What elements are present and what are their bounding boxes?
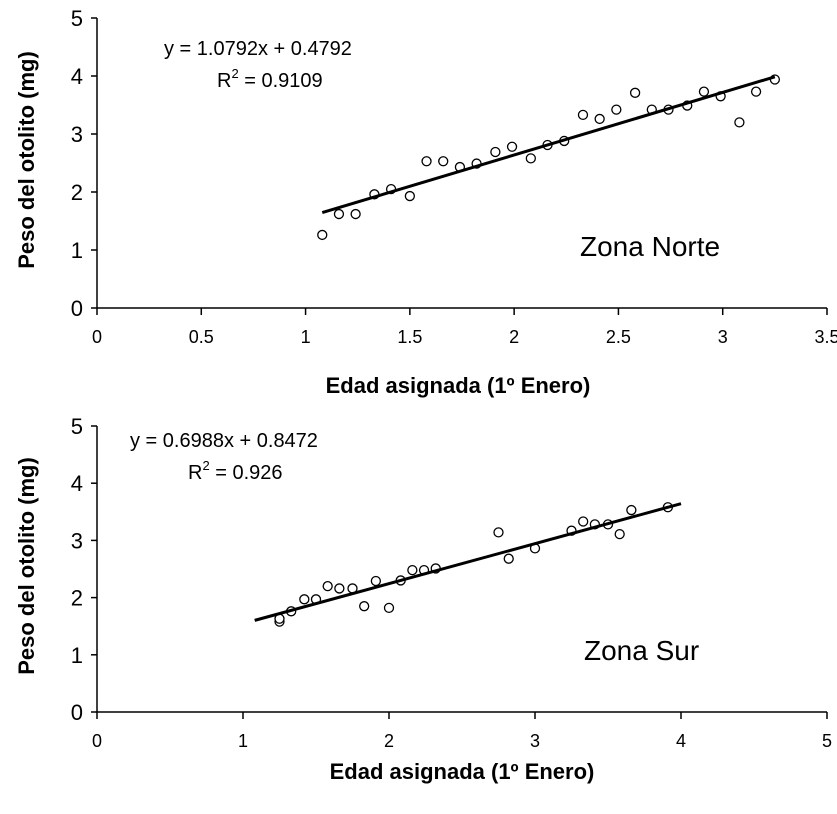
- y-tick-label: 1: [71, 238, 83, 263]
- r-squared-value: = 0.9109: [239, 70, 323, 92]
- data-point: [594, 113, 605, 125]
- y-tick-label: 3: [71, 528, 83, 553]
- r-squared-superscript: 2: [202, 458, 209, 473]
- x-tick-label: 4: [676, 731, 686, 751]
- y-tick-label: 2: [71, 586, 83, 611]
- x-axis: 0 0.5 1 1.5 2 2.5 3 3.5: [92, 307, 837, 347]
- r-squared-superscript: 2: [231, 66, 238, 81]
- y-tick-label: 4: [71, 64, 83, 89]
- regression-equation: y = 1.0792x + 0.4792: [164, 38, 352, 60]
- x-tick-label: 3.5: [814, 327, 837, 347]
- data-point: [333, 208, 345, 220]
- trendline: [254, 502, 682, 622]
- data-point: [629, 87, 641, 98]
- data-point: [698, 86, 710, 97]
- y-tick-label: 0: [71, 296, 83, 321]
- x-tick-label: 1.5: [397, 327, 422, 347]
- r-squared-prefix: R: [188, 462, 202, 484]
- y-tick-label: 1: [71, 643, 83, 668]
- x-tick-label: 2: [384, 731, 394, 751]
- data-point: [614, 528, 625, 540]
- regression-equation: y = 0.6988x + 0.8472: [130, 430, 318, 452]
- data-point: [577, 109, 589, 121]
- r-squared-label: R2 = 0.9109: [217, 66, 323, 92]
- zone-label: Zona Norte: [580, 231, 720, 262]
- data-point: [407, 564, 418, 576]
- data-point: [611, 104, 622, 115]
- data-point: [750, 86, 762, 97]
- data-point: [734, 117, 745, 128]
- data-point: [370, 575, 382, 587]
- x-axis-title: Edad asignada (1º Enero): [330, 759, 595, 784]
- y-tick-label: 0: [71, 700, 83, 725]
- x-tick-label: 2.5: [606, 327, 631, 347]
- data-point: [404, 190, 416, 202]
- data-point: [506, 141, 518, 152]
- data-point: [334, 583, 345, 594]
- r-squared-label: R2 = 0.926: [188, 458, 283, 484]
- y-tick-label: 2: [71, 180, 83, 205]
- y-tick-label: 3: [71, 122, 83, 147]
- chart-panel-norte: 0 1 2 3 4 5 0 0.5 1 1.5 2 2.5 3 3.5 y = 1.0792x + 0.…: [14, 6, 837, 398]
- x-tick-label: 0: [92, 327, 102, 347]
- x-tick-label: 1: [238, 731, 248, 751]
- y-axis: 0 1 2 3 4 5: [71, 414, 98, 725]
- zone-label: Zona Sur: [584, 635, 699, 666]
- x-tick-label: 3: [530, 731, 540, 751]
- data-point: [421, 156, 432, 167]
- y-tick-label: 5: [71, 414, 83, 439]
- data-point: [350, 208, 361, 220]
- data-point: [317, 229, 328, 241]
- data-point: [578, 516, 589, 527]
- x-tick-label: 2: [509, 327, 519, 347]
- data-point: [383, 602, 395, 614]
- data-point: [359, 601, 370, 612]
- r-squared-prefix: R: [217, 70, 231, 92]
- x-tick-label: 0: [92, 731, 102, 751]
- data-point: [322, 581, 333, 592]
- y-axis: 0 1 2 3 4 5: [71, 6, 98, 321]
- x-axis-title: Edad asignada (1º Enero): [326, 373, 591, 398]
- x-axis: 0 1 2 3 4 5: [92, 711, 832, 751]
- r-squared-value: = 0.926: [210, 462, 283, 484]
- scatter-points: [317, 74, 781, 241]
- y-axis-title: Peso del otolito (mg): [14, 51, 39, 269]
- data-point: [299, 594, 310, 605]
- x-tick-label: 5: [822, 731, 832, 751]
- y-axis-title: Peso del otolito (mg): [14, 457, 39, 675]
- trendline: [321, 75, 776, 215]
- data-point: [525, 153, 536, 164]
- y-tick-label: 4: [71, 471, 83, 496]
- y-tick-label: 5: [71, 6, 83, 31]
- x-tick-label: 0.5: [189, 327, 214, 347]
- data-point: [493, 527, 504, 538]
- x-tick-label: 1: [301, 327, 311, 347]
- data-point: [490, 146, 501, 158]
- data-point: [438, 156, 449, 167]
- data-point: [503, 553, 514, 564]
- data-point: [626, 504, 637, 516]
- x-tick-label: 3: [718, 327, 728, 347]
